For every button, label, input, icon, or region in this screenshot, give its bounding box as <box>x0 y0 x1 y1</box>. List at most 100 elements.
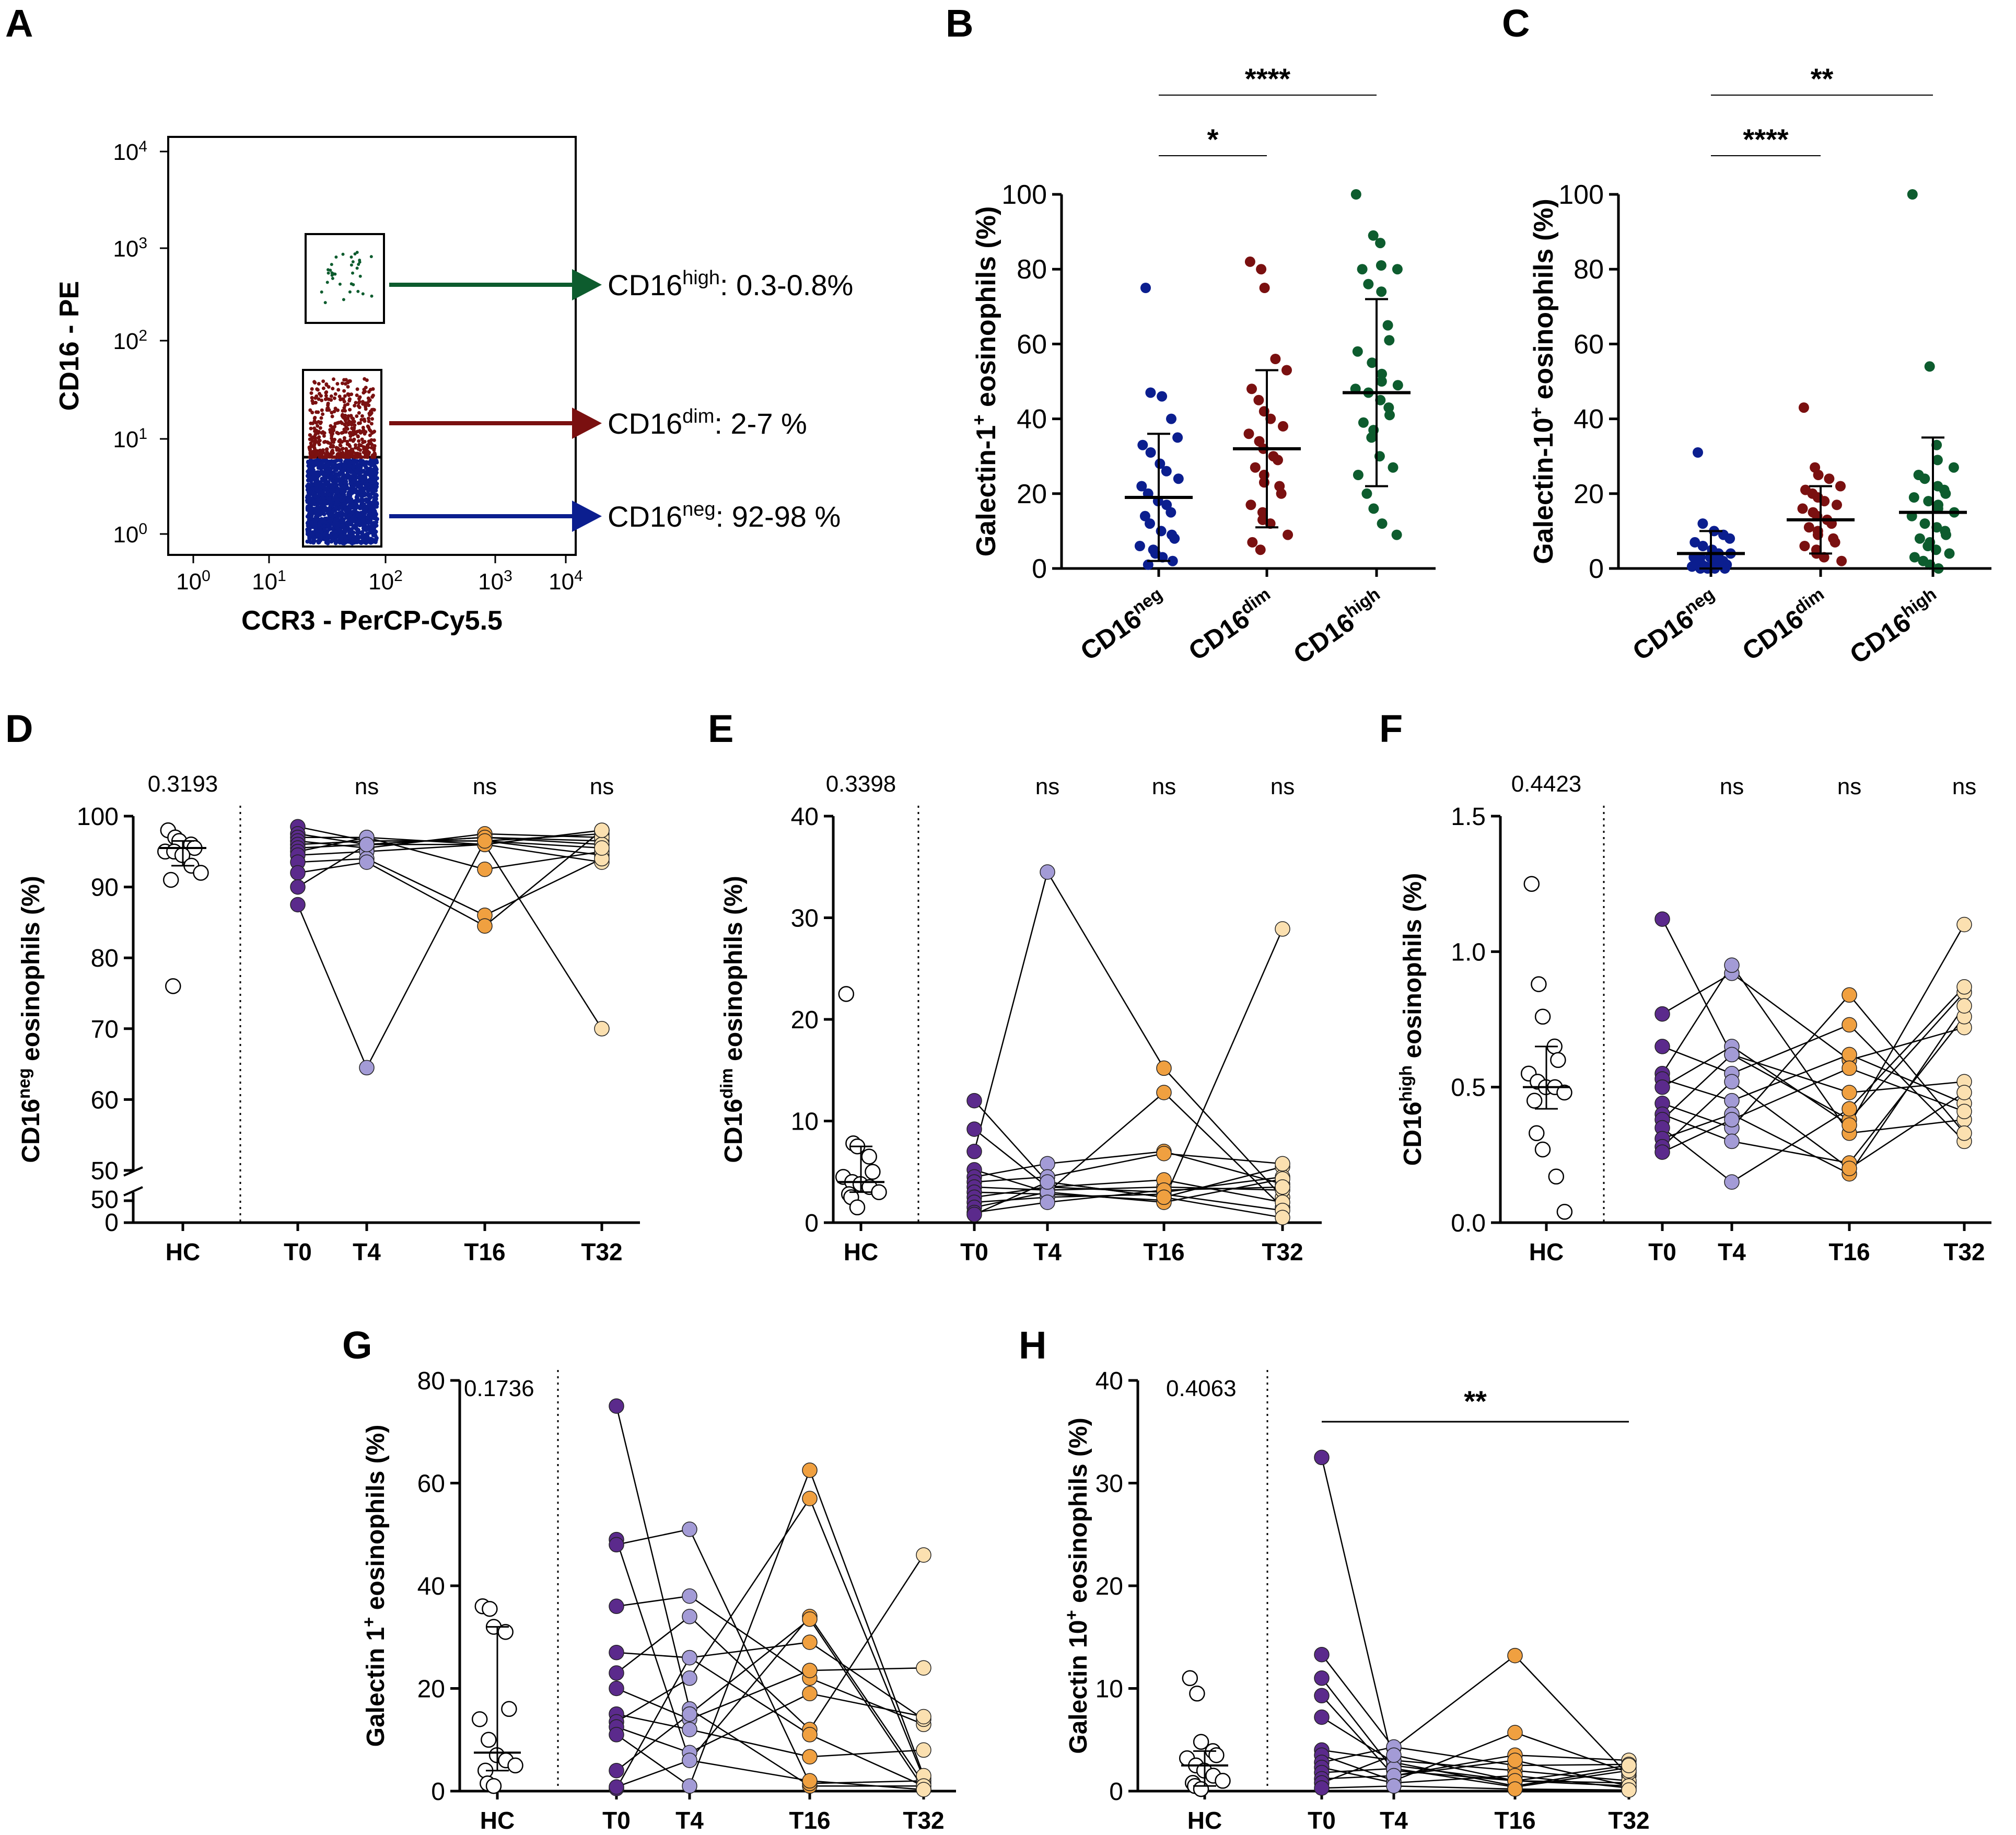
y-tick-label-main: 10 <box>113 236 138 262</box>
gate-label-high-rest: : 0.3-0.8% <box>720 269 853 301</box>
data-point-high <box>1376 286 1387 297</box>
ns-label: ns <box>1271 774 1295 799</box>
event-dot-neg <box>314 485 319 490</box>
y-tick-label: 60 <box>91 1086 119 1114</box>
hc-p-value: 0.1736 <box>464 1376 534 1401</box>
event-dot-neg <box>361 519 366 523</box>
timepoint-point <box>477 833 493 849</box>
event-dot-dim <box>319 394 323 398</box>
timepoint-point <box>1275 1210 1290 1226</box>
data-point-dim <box>1829 537 1840 548</box>
patient-line <box>616 1618 925 1789</box>
event-dot-dim <box>341 409 345 413</box>
data-point-high <box>1384 335 1395 346</box>
data-point-neg <box>1157 552 1168 563</box>
data-point-dim <box>1803 522 1814 533</box>
event-dot-dim <box>369 446 374 450</box>
data-point-dim <box>1243 428 1254 439</box>
event-dot-neg <box>334 501 339 505</box>
data-point-high <box>1908 492 1919 503</box>
event-dot-neg <box>347 503 352 508</box>
hc-point <box>501 1701 517 1717</box>
timepoint-point <box>1314 1670 1330 1686</box>
event-dot-dim <box>341 397 345 401</box>
patient-line <box>616 1468 925 1787</box>
x-tick-label: CD16high <box>1287 584 1390 670</box>
y-tick-label: 102 <box>113 327 147 355</box>
y-tick-label: 0 <box>1032 554 1047 584</box>
event-dot-neg <box>307 528 312 532</box>
event-dot-neg <box>355 513 360 518</box>
event-dot-dim <box>309 391 313 395</box>
event-dot-neg <box>371 525 376 529</box>
event-dot-neg <box>317 522 322 527</box>
x-tick-label-main: 10 <box>549 569 574 595</box>
event-dot-dim <box>316 452 320 456</box>
gate-label-neg-main: CD16 <box>608 500 682 533</box>
ns-label: ns <box>590 774 614 799</box>
hc-point <box>1193 1781 1209 1797</box>
timepoint-point <box>290 897 306 913</box>
y-tick-label: 30 <box>791 905 819 933</box>
x-tick-label: T4 <box>1380 1807 1408 1834</box>
event-dot-dim <box>307 445 311 449</box>
x-tick-label: T32 <box>1262 1238 1303 1265</box>
data-point-high <box>1931 522 1942 533</box>
data-point-dim <box>1256 264 1267 275</box>
patient-line <box>297 843 602 863</box>
event-dot-neg <box>364 509 368 514</box>
event-dot-neg <box>356 504 360 509</box>
event-dot-dim <box>349 455 353 459</box>
event-dot-dim <box>313 401 318 405</box>
data-point-high <box>1368 503 1379 514</box>
event-dot-dim <box>360 430 364 434</box>
event-dot-high <box>334 255 338 259</box>
event-dot-dim <box>363 377 367 381</box>
event-dot-dim <box>329 452 333 456</box>
event-dot-dim <box>359 417 364 422</box>
event-dot-dim <box>353 446 357 450</box>
hc-point <box>1523 876 1540 892</box>
gate-label-neg: CD16neg: 92-98 % <box>608 498 841 533</box>
x-tick-label-sup: 3 <box>504 567 512 585</box>
event-dot-dim <box>369 422 374 426</box>
data-point-high <box>1358 417 1369 428</box>
hc-p-value: 0.4423 <box>1511 771 1582 797</box>
timepoint-point <box>1654 911 1670 927</box>
data-point-dim <box>1250 462 1261 473</box>
gate-label-high-main: CD16 <box>608 269 682 301</box>
event-dot-neg <box>343 537 348 541</box>
timepoint-point <box>916 1782 931 1797</box>
x-tick-label: T16 <box>464 1238 505 1265</box>
y-tick-label: 100 <box>1558 180 1604 210</box>
event-dot-dim <box>342 438 346 443</box>
patient-line <box>1321 1457 1629 1787</box>
timepoint-point <box>1956 1104 1972 1120</box>
timepoint-point <box>682 1588 697 1604</box>
data-point-dim <box>1270 354 1281 364</box>
event-dot-dim <box>362 450 366 455</box>
event-dot-dim <box>317 435 321 439</box>
event-dot-neg <box>365 482 369 486</box>
event-dot-neg <box>339 514 343 518</box>
event-dot-neg <box>331 509 335 514</box>
event-dot-neg <box>333 467 337 471</box>
event-dot-neg <box>322 527 327 532</box>
y-tick-label-sup: 2 <box>138 327 147 344</box>
timepoint-point <box>802 1634 818 1650</box>
sig-label-low: **** <box>1743 123 1788 156</box>
data-point-high <box>1353 470 1364 480</box>
x-tick-label-sup: 4 <box>574 567 583 585</box>
data-point-dim <box>1278 421 1288 432</box>
timepoint-point <box>1156 1145 1172 1162</box>
y-tick-label-main: 10 <box>113 329 138 354</box>
event-dot-dim <box>332 455 336 459</box>
y-axis-label-rest: eosinophils (%) <box>1529 199 1559 407</box>
event-dot-dim <box>330 414 334 419</box>
event-dot-neg <box>332 520 337 525</box>
y-tick-label: 0.5 <box>1451 1074 1486 1102</box>
event-dot-neg <box>352 464 356 469</box>
event-dot-dim <box>370 417 374 421</box>
